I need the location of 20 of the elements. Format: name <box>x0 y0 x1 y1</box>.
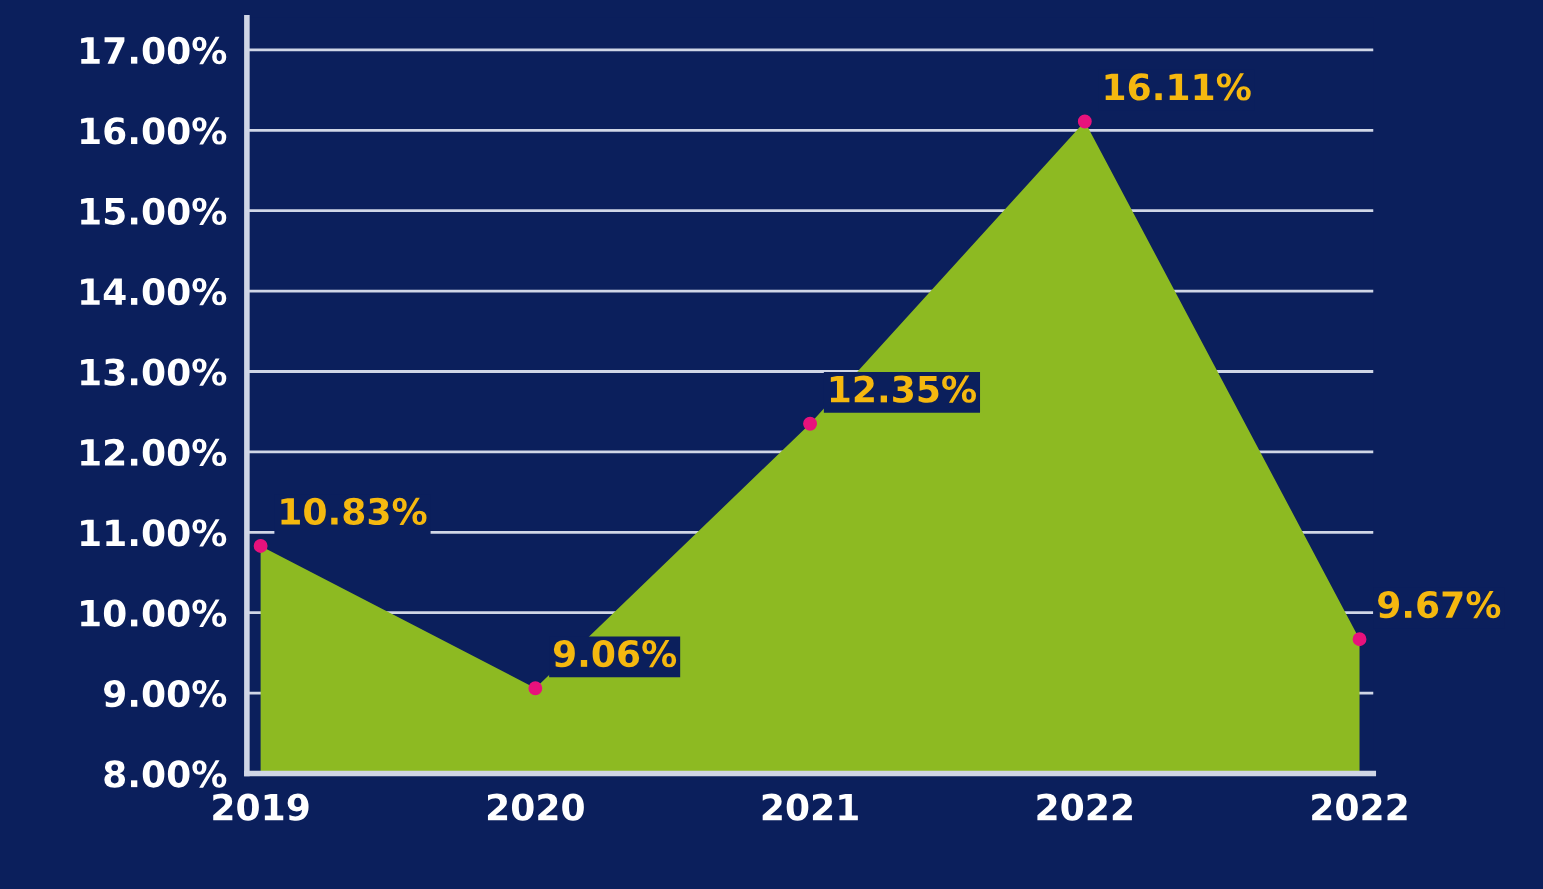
x-tick-label: 2019 <box>213 793 309 821</box>
y-tick-label: 11.00% <box>81 519 227 547</box>
y-tick-label: 10.00% <box>81 599 227 627</box>
y-tick-label: 17.00% <box>81 36 227 65</box>
y-tick-label: 16.00% <box>81 117 227 145</box>
x-tick-label: 2020 <box>487 793 584 821</box>
x-tick-label: 2022 <box>1312 793 1407 821</box>
y-tick-label: 8.00% <box>104 760 227 788</box>
y-tick-label: 14.00% <box>81 278 227 306</box>
x-tick-label: 2022 <box>1037 793 1132 821</box>
data-label: 9.67% <box>1378 590 1501 619</box>
y-tick-label: 12.00% <box>81 438 227 467</box>
data-label: 16.11% <box>1105 73 1251 101</box>
y-tick-label: 13.00% <box>81 358 227 386</box>
y-tick-label: 15.00% <box>81 197 227 225</box>
y-tick-label: 9.00% <box>104 679 227 708</box>
data-label: 10.83% <box>281 497 427 526</box>
data-label: 12.35% <box>830 375 976 403</box>
x-tick-label: 2021 <box>762 793 858 821</box>
data-label: 9.06% <box>553 640 677 668</box>
